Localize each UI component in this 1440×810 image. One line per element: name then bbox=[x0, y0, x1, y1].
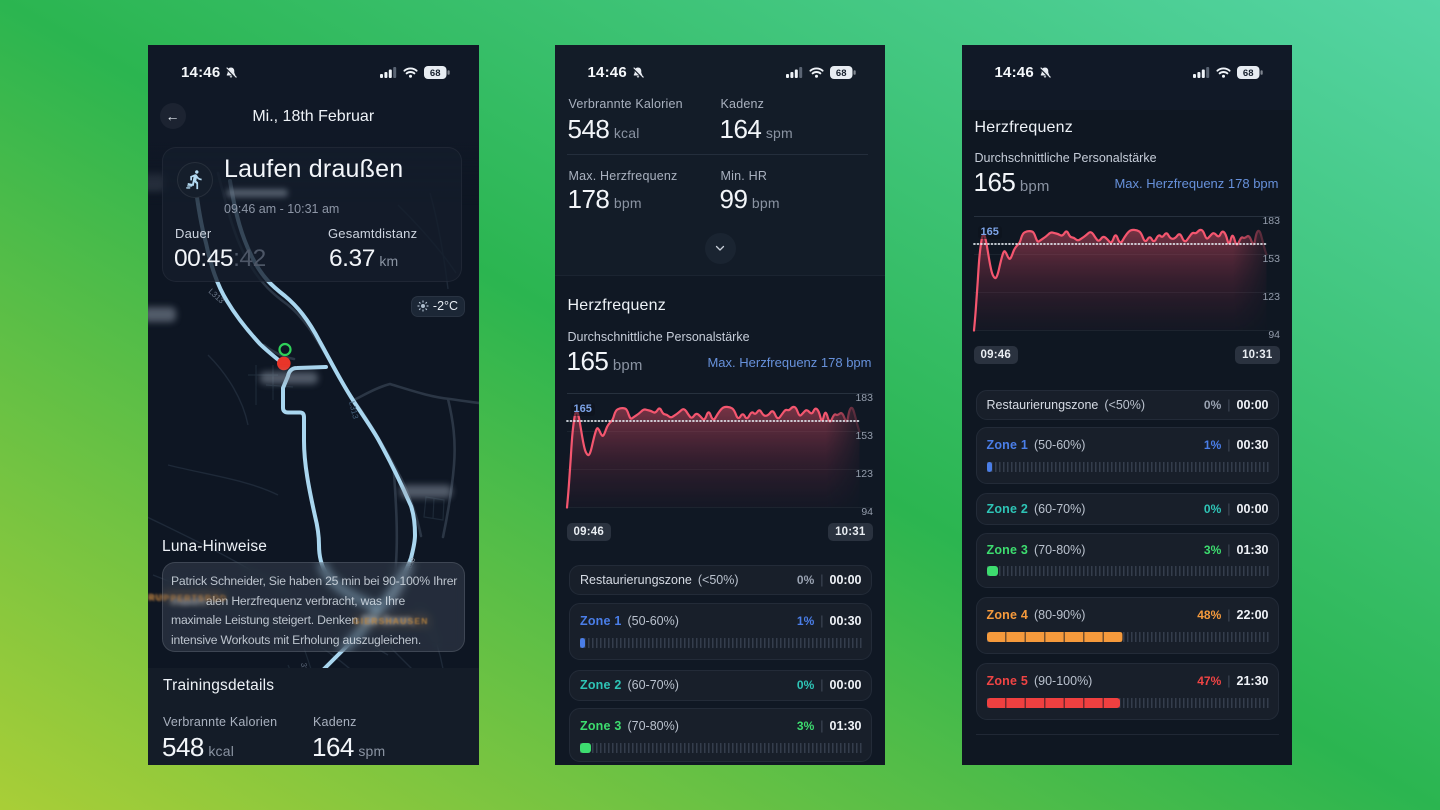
svg-text:183: 183 bbox=[1262, 215, 1280, 227]
svg-text:68: 68 bbox=[429, 67, 440, 78]
svg-text:123: 123 bbox=[855, 468, 873, 480]
svg-text:68: 68 bbox=[1243, 67, 1254, 78]
svg-text:153: 153 bbox=[855, 430, 873, 442]
svg-text:94: 94 bbox=[1268, 329, 1280, 341]
svg-text:153: 153 bbox=[1262, 253, 1280, 265]
svg-text:L313: L313 bbox=[347, 400, 360, 420]
svg-text:68: 68 bbox=[836, 67, 847, 78]
svg-text:183: 183 bbox=[855, 392, 873, 404]
svg-text:94: 94 bbox=[861, 506, 873, 518]
svg-text:123: 123 bbox=[1262, 291, 1280, 303]
